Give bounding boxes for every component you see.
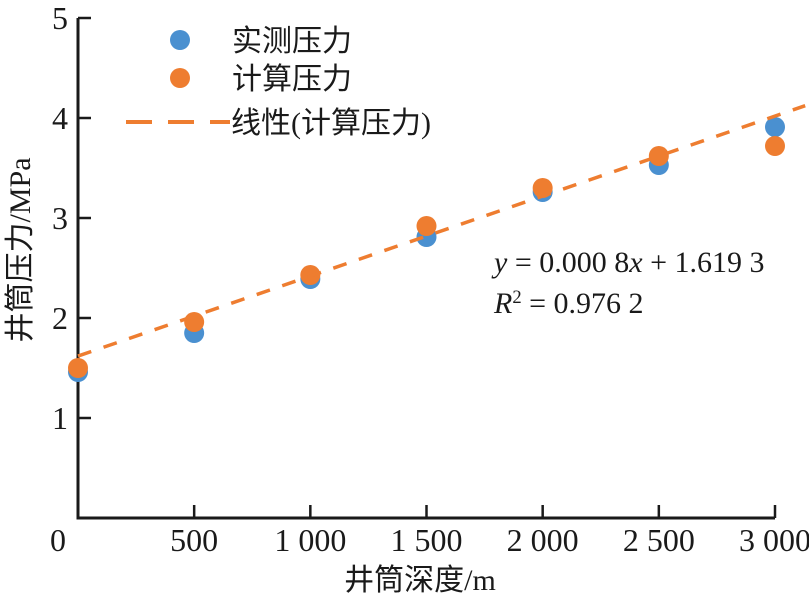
y-tick-label: 2 — [52, 300, 68, 336]
legend-label-measured: 实测压力 — [232, 25, 352, 59]
trendline — [77, 104, 806, 358]
data-point — [184, 312, 205, 332]
x-axis-title: 井筒深度/m — [344, 564, 496, 597]
data-point — [68, 358, 88, 378]
trendline-annotation: y = 0.000 8x + 1.619 3 R2 = 0.976 2 — [494, 242, 765, 328]
legend-label-calculated: 计算压力 — [232, 63, 352, 97]
x-tick-label: 0 — [50, 522, 66, 558]
x-tick-label: 1 000 — [274, 522, 346, 558]
trendline-equation: y = 0.000 8x + 1.619 3 — [494, 246, 765, 279]
trendline-r-squared: R2 = 0.976 2 — [494, 286, 644, 320]
y-tick-label: 3 — [52, 200, 68, 236]
legend-label-trendline: 线性(计算压力) — [231, 107, 431, 141]
legend-marker-measured — [170, 30, 190, 50]
y-tick-label: 1 — [52, 400, 68, 436]
x-tick-label: 3 000 — [739, 522, 809, 558]
x-tick-label: 2 500 — [623, 522, 695, 558]
data-point — [765, 117, 785, 137]
data-point — [765, 136, 785, 156]
y-axis-title: 井筒压力/MPa — [4, 157, 37, 342]
x-tick-label: 1 500 — [391, 522, 463, 558]
axis-ticks — [78, 16, 777, 518]
x-tick-label: 500 — [170, 522, 218, 558]
x-tick-label: 2 000 — [507, 522, 579, 558]
legend-marker-trendline — [126, 120, 230, 124]
data-points — [68, 117, 785, 382]
axis-tick-labels: 0 500 1 000 1 500 2 000 2 500 3 000 1 2 3 4 5 — [50, 0, 809, 558]
legend-marker-calculated — [170, 68, 190, 88]
data-point — [416, 216, 437, 236]
data-point — [648, 146, 669, 166]
y-tick-label: 5 — [52, 0, 68, 36]
trendline-dashed — [77, 104, 806, 358]
y-tick-label: 4 — [52, 100, 68, 136]
